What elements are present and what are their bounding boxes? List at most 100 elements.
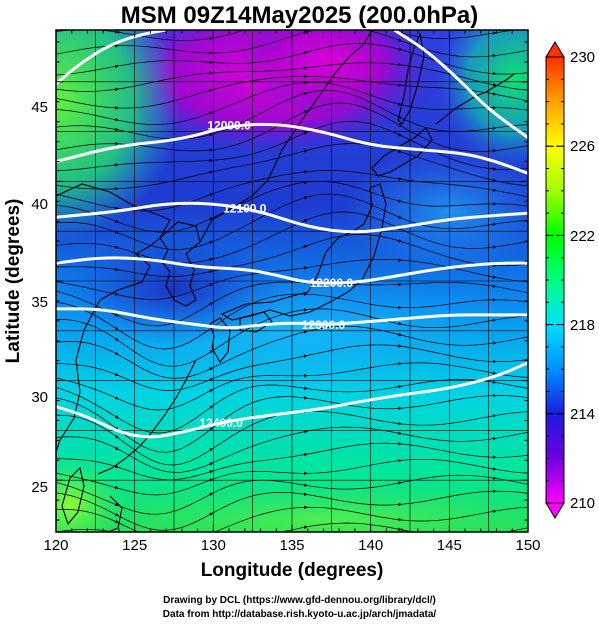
colorbar-tick-label: 226 [570,138,595,155]
streamline-arrow [209,478,214,482]
streamline-arrow [492,284,497,288]
streamline [56,325,528,379]
contour-line [56,201,528,234]
streamline-arrow [303,131,308,135]
streamline [56,143,528,190]
streamline-arrow [115,267,119,272]
streamline-arrow [209,258,214,262]
streamline [56,344,528,391]
streamline-arrow [115,30,119,34]
streamline-arrow [492,83,497,87]
honshu [220,183,387,321]
streamline-arrow [115,87,119,92]
streamline [56,234,528,277]
colorbar-tick-label: 230 [570,49,595,66]
streamline-arrow [115,464,119,469]
x-tick-label: 135 [279,537,304,554]
streamline-arrow [492,245,497,249]
streamline-arrow [209,158,214,163]
streamline-arrow [398,199,403,203]
streamline-arrow [209,193,214,197]
streamline-arrow [492,318,497,322]
streamline-arrow [492,71,497,76]
x-axis-label: Longitude (degrees) [201,560,384,581]
streamline-arrow [492,380,497,384]
streamline-arrow [303,330,308,334]
streamline-arrow [493,533,497,536]
streamline-arrow [398,305,403,310]
streamline-arrow [303,266,308,270]
streamline-arrow [303,430,308,434]
streamline-arrow [209,427,214,431]
colorbar-tick-label: 210 [570,495,595,512]
y-tick-label: 45 [31,99,48,116]
streamline-arrow [209,217,214,221]
streamline-arrow [209,283,214,287]
streamline-arrow [115,435,119,439]
streamline [56,395,528,453]
kyushu [209,317,231,363]
streamline-arrow [304,66,308,70]
contour-line [56,307,528,330]
streamline-arrow [209,111,214,115]
streamline-arrow [492,275,497,279]
streamline-arrow [398,115,403,119]
streamline-arrow [304,471,308,476]
philippines-north [107,495,123,532]
streamline-arrow [492,455,497,459]
streamline [56,362,528,411]
streamline [56,308,528,367]
streamline [56,379,528,434]
streamline-arrow [398,385,403,389]
streamline-arrow [398,332,403,337]
y-tick-label: 25 [31,479,48,496]
streamline-arrow [492,202,497,206]
streamline-arrow [303,386,308,390]
x-tick-label: 145 [437,537,462,554]
colorbar-tick-label: 218 [570,317,595,334]
streamline-arrow [303,492,308,496]
streamline [56,281,528,327]
streamline-arrow [398,149,403,154]
streamline-arrow [304,292,308,296]
streamline-arrow [492,167,497,171]
contour-label: 12100.0 [223,202,267,216]
streamline-arrow [492,31,497,35]
streamline-arrow [209,240,214,245]
streamline-arrow [304,74,308,79]
streamline-arrow [398,62,403,67]
korea-coast [159,221,201,307]
credit-drawing: Drawing by DCL (https://www.gfd-dennou.o… [163,595,436,606]
colorbar-min-arrow [545,502,565,519]
streamline-arrow [398,517,403,522]
streamline-arrow [209,270,214,274]
contour-line [56,256,528,285]
streamline-arrow [303,51,308,55]
streamline-arrow [398,459,403,463]
streamline-arrow [398,421,403,426]
chart-title: MSM 09Z14May2025 (200.0hPa) [120,2,479,29]
contour-label: 12400.0 [200,416,244,430]
streamline-arrow [492,393,497,398]
streamline-arrow [209,492,214,496]
streamline-arrow [492,414,497,418]
y-tick-label: 30 [31,389,48,406]
streamline-arrow [398,442,403,446]
streamline-arrow [114,313,119,317]
streamline [56,76,528,109]
streamline-arrow [492,188,497,192]
ryukyu-islands [97,359,197,475]
streamline-arrow [398,362,403,366]
streamline [56,81,528,125]
streamline [56,442,528,481]
streamline-arrow [303,180,308,185]
streamline-arrow [304,396,308,400]
streamline-arrow [492,476,497,480]
streamline-arrow [303,483,308,487]
streamline-arrow [398,282,403,287]
streamline [56,458,528,496]
streamline-arrow [209,462,214,466]
contour-label: 12300.0 [302,318,346,332]
china-coast [56,183,171,453]
